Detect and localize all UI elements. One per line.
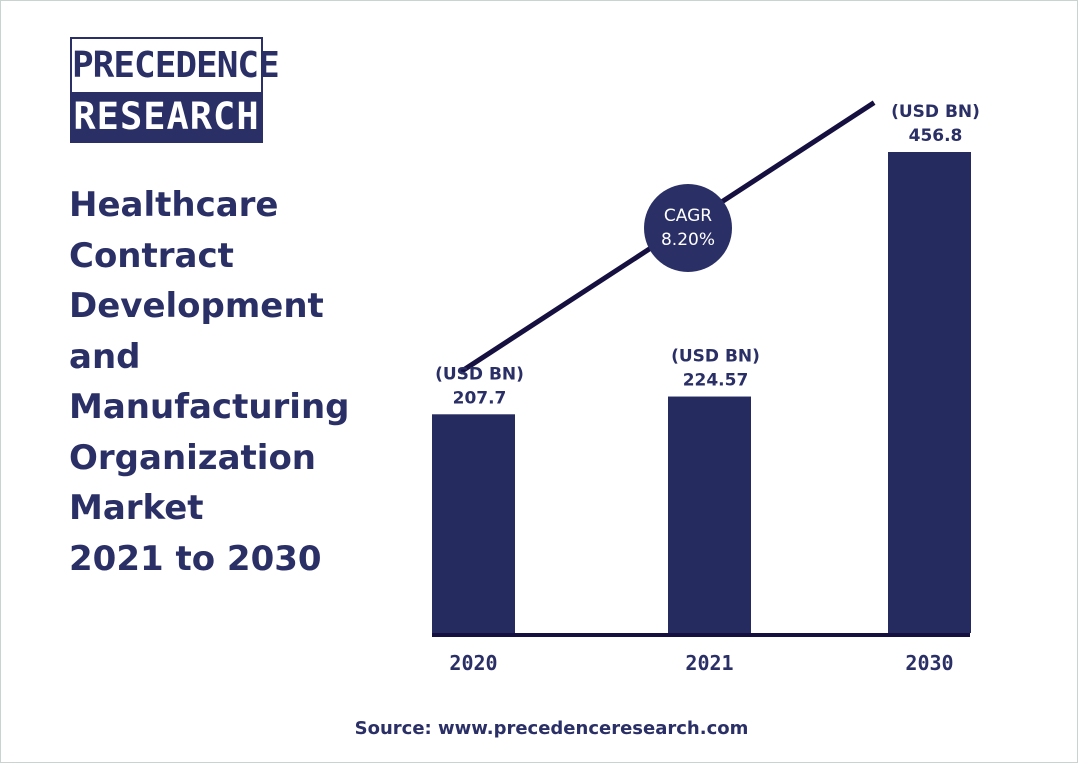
chart-title: Healthcare Contract Development and Manu… — [69, 180, 399, 584]
title-line-3: Development — [69, 286, 324, 326]
logo-line-2: RESEARCH — [72, 92, 261, 141]
source-caption: Source: www.precedenceresearch.com — [354, 718, 749, 739]
title-line-2: Contract — [69, 235, 234, 276]
title-line-1: Healthcare — [69, 185, 279, 225]
unit-label-2020: (USD BN) — [435, 364, 524, 384]
x-tick-2030: 2030 — [905, 651, 953, 675]
cagr-value: 8.20% — [661, 230, 715, 250]
title-line-7: Market — [69, 488, 204, 528]
title-line-5: Manufacturing — [69, 387, 350, 427]
value-label-2020: 207.7 — [453, 388, 507, 408]
title-line-4: and — [69, 336, 141, 377]
title-line-6: Organization — [69, 437, 317, 478]
x-tick-2020: 2020 — [449, 651, 497, 675]
labels-group: (USD BN) 207.7 2020 (USD BN) 224.57 2021 (USD … — [435, 102, 980, 675]
value-label-2030: 456.8 — [909, 126, 963, 146]
unit-label-2030: (USD BN) — [891, 102, 980, 122]
unit-label-2021: (USD BN) — [671, 347, 760, 367]
cagr-badge — [644, 184, 732, 272]
bars-group — [432, 152, 971, 633]
x-tick-2021: 2021 — [685, 651, 733, 675]
cagr-label: CAGR — [664, 206, 712, 226]
title-line-8: 2021 to 2030 — [69, 538, 322, 579]
bar-2020 — [432, 414, 515, 633]
value-label-2021: 224.57 — [683, 371, 749, 391]
logo-line-1: PRECEDENCE — [72, 45, 280, 86]
precedence-research-logo: PRECEDENCE RESEARCH — [70, 37, 280, 143]
bar-2030 — [888, 152, 971, 633]
bar-2021 — [668, 396, 751, 633]
